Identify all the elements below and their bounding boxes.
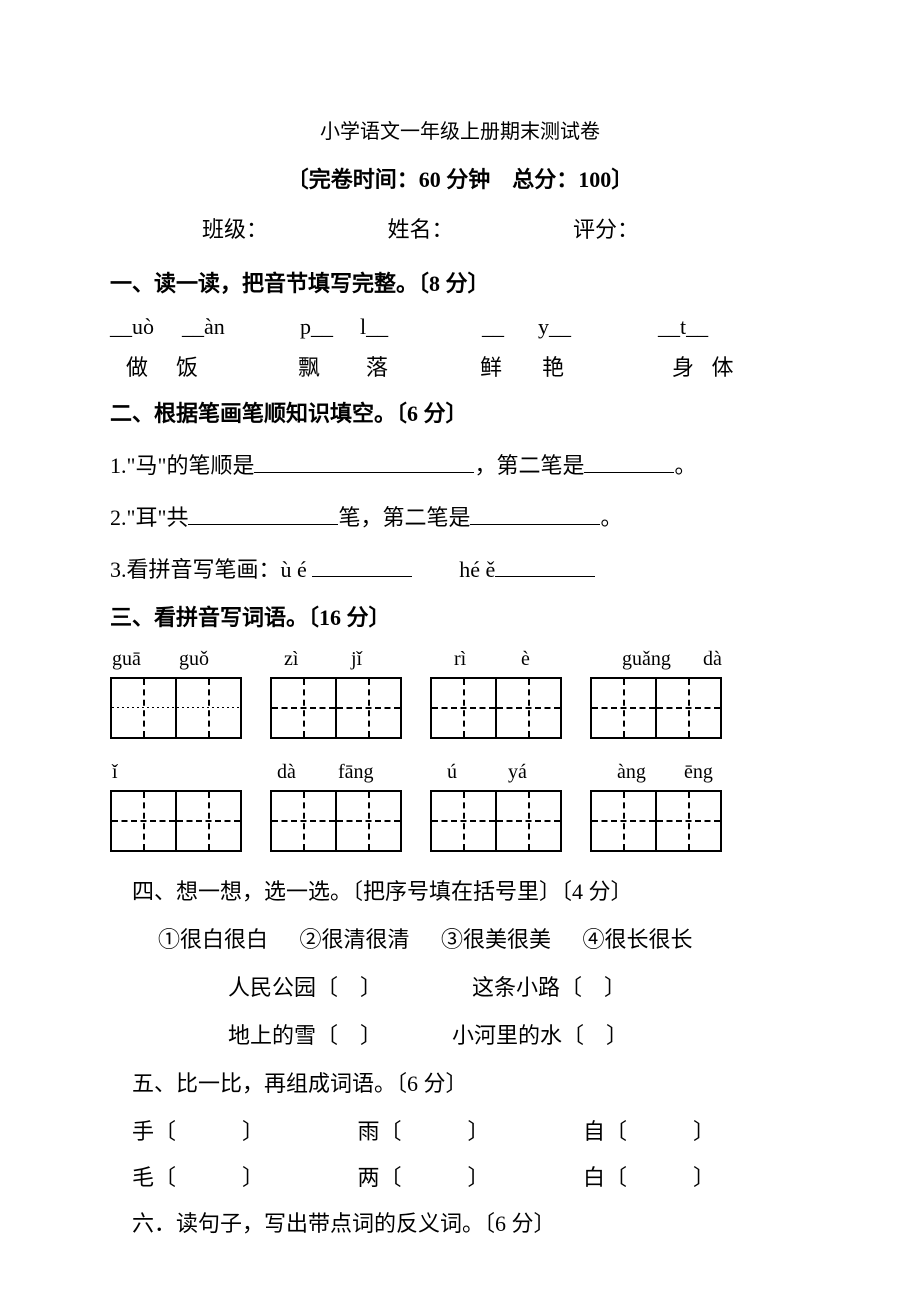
doc-title: 小学语文一年级上册期末测试卷 (110, 115, 810, 144)
q5-r2c[interactable]: 白〔 〕 (583, 1160, 803, 1192)
q1-p2[interactable]: __àn (182, 314, 300, 340)
q3-r2-g: àng (617, 761, 679, 784)
section-2-header: 二、根据笔画笔顺知识填空。〔6 分〕 (110, 396, 810, 428)
tianzige-box[interactable] (430, 790, 562, 852)
q2-l1b: ，第二笔是 (474, 453, 584, 478)
q3-boxes-row-2 (110, 790, 810, 852)
q3-r1-e: rì (454, 648, 516, 671)
q3-r2-d: fāng (338, 761, 442, 784)
tianzige-box[interactable] (110, 790, 242, 852)
q4-opt-1: ①很白很白 (158, 922, 268, 954)
q1-h7: 身 体 (672, 350, 740, 382)
q1-h5: 鲜 (480, 350, 542, 382)
q2-l3a: 3.看拼音写笔画：ù é (110, 557, 312, 582)
q2-l2a: 2."耳"共 (110, 505, 188, 530)
exam-meta: 〔完卷时间：60 分钟 总分：100〕 (110, 162, 810, 194)
q4-fill-row-2: 地上的雪〔 〕 小河里的水〔 〕 (110, 1018, 810, 1050)
tianzige-box[interactable] (270, 790, 402, 852)
q1-p4[interactable]: l__ (360, 314, 482, 340)
q2-blank-2[interactable] (584, 449, 674, 473)
q1-p1[interactable]: __uò (110, 314, 182, 340)
q1-h1: 做 (110, 350, 176, 382)
q3-r1-f: è (521, 648, 617, 671)
q2-l1c: 。 (674, 453, 696, 478)
q1-pinyin-row: __uò __àn p__ l__ __ y__ __t__ (110, 314, 810, 340)
q5-row-1: 手〔 〕 雨〔 〕 自〔 〕 (110, 1114, 810, 1146)
score-label[interactable]: 评分： (573, 212, 639, 244)
q3-r2-h: ēng (684, 761, 713, 784)
q5-r2b[interactable]: 两〔 〕 (358, 1160, 578, 1192)
q4-f1b[interactable]: 这条小路〔 〕 (472, 975, 626, 1000)
q1-p5[interactable]: __ (482, 314, 538, 340)
q2-blank-5[interactable] (312, 553, 412, 577)
section-1-header: 一、读一读，把音节填写完整。〔8 分〕 (110, 266, 810, 298)
q2-l1a: 1."马"的笔顺是 (110, 453, 254, 478)
q2-blank-4[interactable] (470, 501, 600, 525)
name-label[interactable]: 姓名： (388, 212, 568, 244)
q5-r1a[interactable]: 手〔 〕 (132, 1114, 352, 1146)
q2-line-2: 2."耳"共 笔，第二笔是 。 (110, 496, 810, 540)
q4-f2a[interactable]: 地上的雪〔 〕 (228, 1023, 382, 1048)
section-4-header: 四、想一想，选一选。〔把序号填在括号里〕〔4 分〕 (110, 874, 810, 906)
q3-r1-g: guǎng (622, 648, 698, 671)
q3-r1-d: jǐ (351, 648, 449, 671)
q1-h3: 飘 (298, 350, 366, 382)
q4-opt-4: ④很长很长 (583, 922, 693, 954)
q2-blank-1[interactable] (254, 449, 474, 473)
tianzige-box[interactable] (270, 677, 402, 739)
q1-h2: 饭 (176, 350, 298, 382)
q3-r1-b: guǒ (179, 648, 279, 671)
q2-line-1: 1."马"的笔顺是 ，第二笔是 。 (110, 444, 810, 488)
q2-l2b: 笔，第二笔是 (338, 505, 470, 530)
q1-h6: 艳 (542, 350, 672, 382)
q4-opt-3: ③很美很美 (441, 922, 551, 954)
class-label[interactable]: 班级： (202, 212, 382, 244)
q2-blank-6[interactable] (495, 553, 595, 577)
q1-h4: 落 (366, 350, 480, 382)
q3-pinyin-row-1: guā guǒ zì jǐ rì è guǎng dà (110, 648, 810, 671)
tianzige-box[interactable] (110, 677, 242, 739)
tianzige-box[interactable] (590, 677, 722, 739)
q2-l2c: 。 (600, 505, 622, 530)
q4-opt-2: ②很清很清 (300, 922, 410, 954)
q3-r2-e: ú (447, 761, 503, 784)
section-5-header: 五、比一比，再组成词语。〔6 分〕 (110, 1066, 810, 1098)
student-info: 班级： 姓名： 评分： (110, 212, 810, 244)
tianzige-box[interactable] (590, 790, 722, 852)
q5-r1c[interactable]: 自〔 〕 (583, 1114, 803, 1146)
q5-row-2: 毛〔 〕 两〔 〕 白〔 〕 (110, 1160, 810, 1192)
q3-r1-h: dà (703, 648, 722, 671)
q2-l3b: hé ě (459, 557, 495, 582)
section-3-header: 三、看拼音写词语。〔16 分〕 (110, 600, 810, 632)
q3-r1-a: guā (112, 648, 174, 671)
q4-fill-row-1: 人民公园〔 〕 这条小路〔 〕 (110, 970, 810, 1002)
q3-r2-c: dà (277, 761, 333, 784)
q1-hanzi-row: 做 饭 飘 落 鲜 艳 身 体 (110, 350, 810, 382)
q1-p6[interactable]: y__ (538, 314, 658, 340)
q3-r2-a: ǐ (112, 761, 272, 784)
q1-p3[interactable]: p__ (300, 314, 360, 340)
q3-pinyin-row-2: ǐ dà fāng ú yá àng ēng (110, 761, 810, 784)
q2-blank-3[interactable] (188, 501, 338, 525)
q4-options: ①很白很白 ②很清很清 ③很美很美 ④很长很长 (110, 922, 810, 954)
q4-f1a[interactable]: 人民公园〔 〕 (228, 975, 382, 1000)
q4-f2b[interactable]: 小河里的水〔 〕 (452, 1023, 628, 1048)
q5-r2a[interactable]: 毛〔 〕 (132, 1160, 352, 1192)
q3-r1-c: zì (284, 648, 346, 671)
tianzige-box[interactable] (430, 677, 562, 739)
q5-r1b[interactable]: 雨〔 〕 (358, 1114, 578, 1146)
q1-p7[interactable]: __t__ (658, 314, 708, 340)
q3-boxes-row-1 (110, 677, 810, 739)
q3-r2-f: yá (508, 761, 612, 784)
section-6-header: 六．读句子，写出带点词的反义词。〔6 分〕 (110, 1206, 810, 1238)
q2-line-3: 3.看拼音写笔画：ù é hé ě (110, 548, 810, 592)
